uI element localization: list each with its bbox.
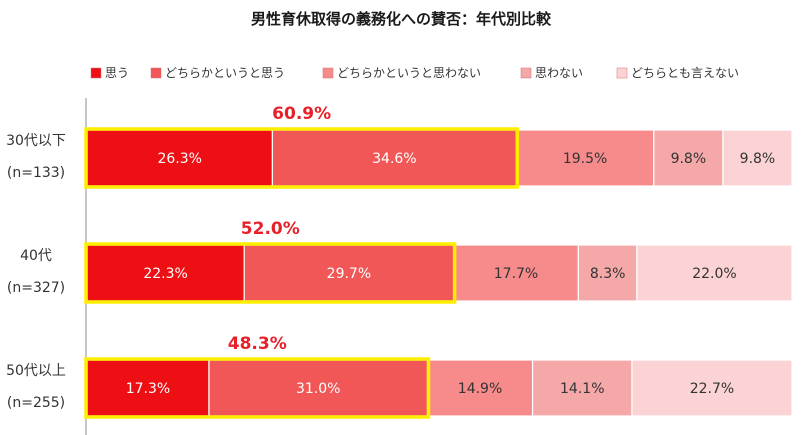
bar-segment — [515, 129, 655, 187]
bar-value-label: 17.3% — [126, 381, 170, 397]
highlight-total-label: 52.0% — [241, 219, 300, 239]
bar-segment — [636, 244, 793, 302]
bar-value-label: 34.6% — [372, 151, 416, 167]
bar-value-label: 22.0% — [692, 266, 736, 282]
category-sample-size: (n=327) — [7, 280, 65, 296]
category-sample-size: (n=133) — [7, 165, 65, 181]
legend: 思う どちらかというと思う どちらかというと思わない 思わない どちらとも言えない — [90, 66, 739, 80]
highlight-boxes: 60.9% 52.0% 48.3% — [84, 104, 520, 419]
legend-label: どちらかというと思う — [165, 66, 285, 80]
legend-label: 思う — [105, 66, 129, 80]
chart-title: 男性育休取得の義務化への賛否：年代別比較 — [251, 10, 552, 28]
legend-swatch — [150, 67, 162, 79]
bar-value-label: 14.1% — [560, 381, 604, 397]
bars: 26.3% 34.6% 19.5% 9.8% 9.8% 22.3% 29.7% 17.7% 8.… — [86, 129, 793, 417]
legend-label: どちらかというと思わない — [337, 66, 481, 80]
legend-swatch — [520, 67, 532, 79]
highlight-total-label: 60.9% — [272, 104, 331, 124]
legend-swatch — [90, 67, 102, 79]
legend-label: どちらとも言えない — [631, 66, 739, 80]
bar-value-label: 14.9% — [458, 381, 502, 397]
bar-value-label: 26.3% — [157, 151, 201, 167]
highlight-box — [84, 127, 520, 189]
bar-segment — [722, 129, 793, 187]
bar-segment — [577, 244, 638, 302]
bar-segment — [208, 359, 429, 417]
bar-segment — [271, 129, 517, 187]
highlight-box — [84, 357, 431, 419]
bar-value-label: 31.0% — [296, 381, 340, 397]
category-sample-size: (n=255) — [7, 395, 65, 411]
bar-segment — [531, 359, 633, 417]
highlight-total-label: 48.3% — [228, 334, 287, 354]
category-label: 50代以上 — [6, 363, 66, 379]
bar-segment — [631, 359, 793, 417]
category-label: 30代以下 — [6, 133, 66, 149]
bar-value-label: 8.3% — [590, 266, 626, 282]
category-labels: 30代以下 (n=133) 40代 (n=327) 50代以上 (n=255) — [6, 133, 66, 411]
bar-value-label: 19.5% — [563, 151, 607, 167]
bar-value-label: 22.3% — [143, 266, 187, 282]
legend-swatch — [616, 67, 628, 79]
bar-value-label: 9.8% — [671, 151, 707, 167]
bar-value-label: 22.7% — [690, 381, 734, 397]
legend-label: 思わない — [535, 66, 583, 80]
bar-value-label: 17.7% — [494, 266, 538, 282]
highlight-box — [84, 242, 457, 304]
category-label: 40代 — [20, 248, 52, 264]
bar-value-label: 29.7% — [327, 266, 371, 282]
legend-swatch — [322, 67, 334, 79]
bar-segment — [86, 359, 210, 417]
bar-value-label: 9.8% — [740, 151, 776, 167]
bar-segment — [86, 244, 245, 302]
